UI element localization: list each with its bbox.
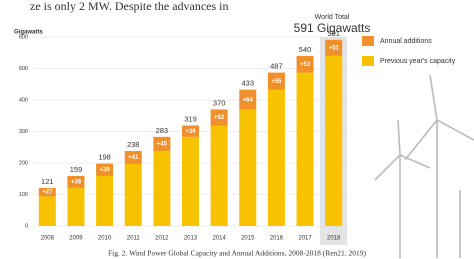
value-label: +45 xyxy=(157,142,168,148)
bar-segment xyxy=(239,89,257,110)
x-tick-label: 2008 xyxy=(41,236,55,242)
x-tick-label: 2015 xyxy=(241,236,255,242)
value-label: +41 xyxy=(128,155,139,161)
bar-segment xyxy=(38,187,56,197)
bar-segment xyxy=(325,39,343,56)
y-tick-label: 0 xyxy=(25,223,28,229)
total-label: 591 xyxy=(327,29,340,38)
y-tick-label: 300 xyxy=(19,129,28,135)
total-label: 370 xyxy=(213,98,226,107)
total-label: 121 xyxy=(41,177,54,186)
caption: Fig. 2. Wind Power Global Capacity and A… xyxy=(108,249,367,258)
x-tick-label: 2012 xyxy=(155,236,169,242)
bar-segment xyxy=(124,163,142,226)
turbines xyxy=(374,74,474,258)
x-tick-label: 2016 xyxy=(270,236,284,242)
bar-segment xyxy=(267,72,285,90)
x-tick-label: 2018 xyxy=(327,236,341,242)
total-label: 319 xyxy=(184,114,197,123)
total-label: 238 xyxy=(127,140,140,149)
x-tick-label: 2013 xyxy=(184,236,198,242)
value-label: +39 xyxy=(99,167,110,173)
value-label: +51 xyxy=(329,45,340,51)
bar-segment xyxy=(267,89,285,226)
annotation-value: 591 Gigawatts xyxy=(294,21,371,35)
value-label: +52 xyxy=(214,115,225,121)
legend-swatch xyxy=(362,56,374,66)
y-tick-label: 500 xyxy=(19,66,28,72)
x-tick-label: 2017 xyxy=(298,236,312,242)
annotation: World Total xyxy=(315,14,350,21)
total-label: 540 xyxy=(299,45,312,54)
legend-label: Annual additions xyxy=(380,38,432,45)
y-tick-label: 400 xyxy=(19,97,28,103)
value-label: +55 xyxy=(271,79,282,85)
y-axis-label: Gigawatts xyxy=(14,30,43,36)
value-label: +53 xyxy=(300,62,311,68)
bar-segment xyxy=(296,55,314,73)
bar-segment xyxy=(182,125,199,137)
x-tick-label: 2011 xyxy=(127,236,141,242)
bar-segment xyxy=(296,72,314,226)
value-label: +36 xyxy=(185,129,196,135)
total-label: 283 xyxy=(156,126,169,135)
bar-segment xyxy=(210,125,228,226)
y-tick-label: 200 xyxy=(19,160,28,166)
x-tick-label: 2009 xyxy=(69,236,83,242)
bar-segment xyxy=(153,151,171,226)
value-label: +27 xyxy=(42,190,53,196)
x-tick-label: 2010 xyxy=(98,236,112,242)
y-tick-label: 600 xyxy=(19,34,28,40)
y-tick-label: 100 xyxy=(19,192,28,198)
value-label: +38 xyxy=(71,179,82,185)
bar-segment xyxy=(153,136,171,152)
body-text: ze is only 2 MW. Despite the advances in xyxy=(30,0,229,13)
value-label: +64 xyxy=(243,97,254,103)
legend-swatch xyxy=(362,36,374,46)
bar-segment xyxy=(96,163,114,176)
bar-segment xyxy=(325,55,343,227)
bar-segment xyxy=(124,151,142,164)
total-label: 159 xyxy=(70,165,83,174)
bar-segment xyxy=(67,175,85,188)
total-label: 487 xyxy=(270,62,283,71)
total-label: 433 xyxy=(242,79,255,88)
bar-segment xyxy=(96,175,114,226)
x-tick-label: 2014 xyxy=(212,236,226,242)
bar-segment xyxy=(239,109,257,226)
bar-segment xyxy=(210,109,228,126)
bar-segment xyxy=(38,196,56,226)
total-label: 198 xyxy=(98,153,111,162)
bar-segment xyxy=(182,136,199,226)
legend-label: Previous year's capacity xyxy=(380,58,456,65)
bar-segment xyxy=(67,187,85,226)
